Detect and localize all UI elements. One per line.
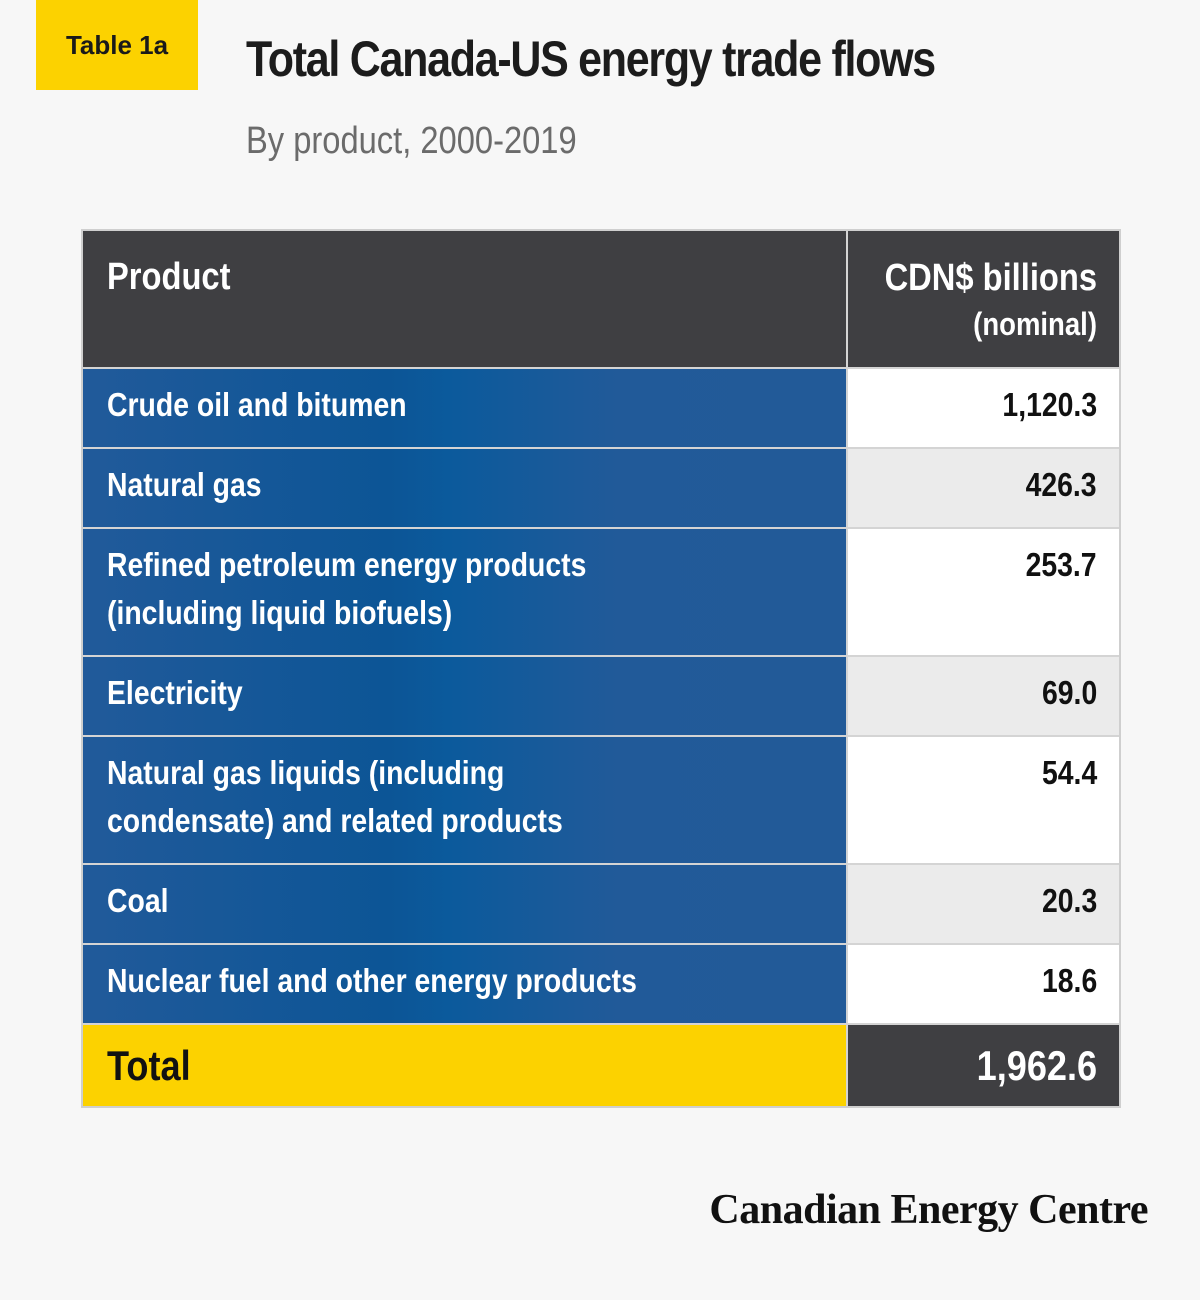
total-label: Total (83, 1025, 848, 1106)
table-row: Natural gas liquids (including condensat… (83, 735, 1119, 863)
table-header-row: Product CDN$ billions (nominal) (83, 231, 1119, 367)
header-value: CDN$ billions (nominal) (848, 231, 1119, 367)
row-value: 69.0 (848, 657, 1119, 735)
row-product: Refined petroleum energy products (inclu… (83, 529, 848, 655)
row-value: 426.3 (848, 449, 1119, 527)
row-value: 1,120.3 (848, 369, 1119, 447)
table-badge: Table 1a (36, 0, 198, 90)
energy-trade-table: Product CDN$ billions (nominal) Crude oi… (81, 229, 1121, 1108)
row-value: 253.7 (848, 529, 1119, 655)
header-product: Product (83, 231, 848, 367)
page-subtitle: By product, 2000-2019 (246, 120, 577, 162)
table-row: Coal 20.3 (83, 863, 1119, 943)
table-row: Natural gas 426.3 (83, 447, 1119, 527)
row-product: Natural gas liquids (including condensat… (83, 737, 848, 863)
row-product: Coal (83, 865, 848, 943)
table-row: Crude oil and bitumen 1,120.3 (83, 367, 1119, 447)
row-value: 20.3 (848, 865, 1119, 943)
page-title: Total Canada-US energy trade flows (246, 31, 936, 87)
table-row: Electricity 69.0 (83, 655, 1119, 735)
table-row: Refined petroleum energy products (inclu… (83, 527, 1119, 655)
row-product: Nuclear fuel and other energy products (83, 945, 848, 1023)
total-value: 1,962.6 (848, 1025, 1119, 1106)
row-value: 18.6 (848, 945, 1119, 1023)
row-product: Crude oil and bitumen (83, 369, 848, 447)
row-product: Natural gas (83, 449, 848, 527)
row-product: Electricity (83, 657, 848, 735)
publisher-logo: Canadian Energy Centre (709, 1187, 1148, 1233)
row-value: 54.4 (848, 737, 1119, 863)
table-row: Nuclear fuel and other energy products 1… (83, 943, 1119, 1023)
table-total-row: Total 1,962.6 (83, 1023, 1119, 1106)
